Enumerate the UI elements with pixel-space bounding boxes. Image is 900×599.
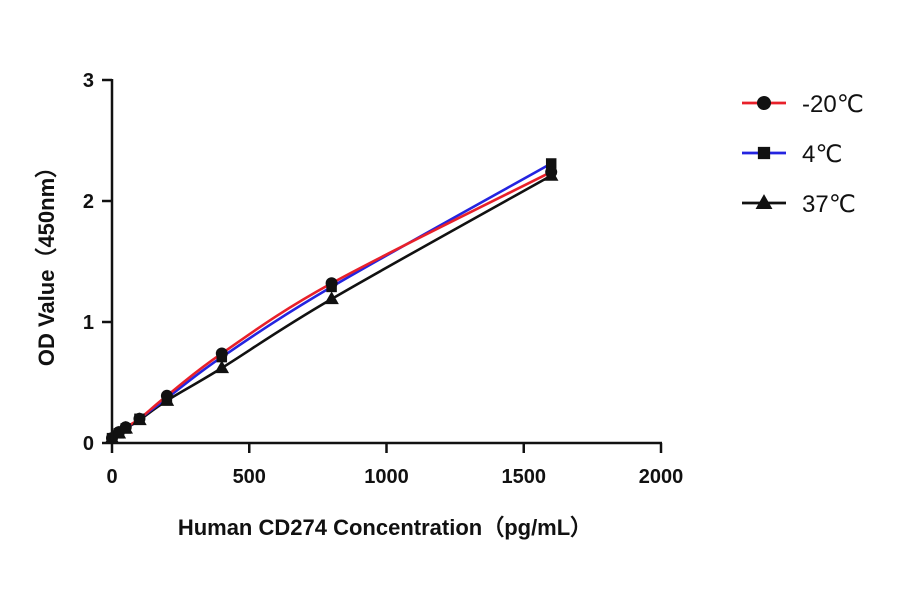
y-tick-label: 1 (83, 312, 94, 334)
data-point-1 (545, 158, 557, 169)
y-tick-label: 2 (83, 191, 94, 213)
plot-area: 0 500 1000 1500 2000 0 1 2 3 (83, 70, 683, 488)
data-point-0 (545, 165, 558, 178)
y-tick-label: 3 (83, 70, 94, 92)
x-tick-label: 1500 (502, 466, 547, 488)
data-point-0 (133, 412, 146, 425)
x-tick-label: 0 (106, 466, 117, 488)
legend-item: -20℃ (742, 91, 864, 118)
x-tick-label: 500 (233, 466, 266, 488)
x-tick-label: 2000 (639, 466, 684, 488)
legend-marker (757, 146, 771, 160)
y-axis-title: OD Value（450nm） (34, 156, 59, 366)
legend: -20℃ 4℃ 37℃ (742, 91, 864, 218)
x-axis-ticks: 0 500 1000 1500 2000 (106, 443, 683, 488)
data-point-2 (324, 291, 339, 305)
y-axis-ticks: 0 1 2 3 (83, 70, 112, 455)
legend-item: 37℃ (742, 191, 856, 218)
legend-label: 37℃ (802, 191, 856, 218)
data-point-0 (325, 277, 338, 290)
legend-marker (757, 96, 771, 110)
data-point-0 (119, 421, 132, 434)
legend-label: 4℃ (802, 141, 842, 168)
x-axis-title: Human CD274 Concentration（pg/mL） (178, 515, 592, 540)
legend-marker (755, 194, 773, 210)
data-point-0 (215, 347, 228, 360)
x-tick-label: 1000 (364, 466, 409, 488)
legend-item: 4℃ (742, 141, 842, 168)
data-point-2 (214, 360, 230, 374)
y-tick-label: 0 (83, 433, 94, 455)
data-point-0 (160, 389, 173, 402)
legend-label: -20℃ (802, 91, 864, 118)
series-line-2 (111, 174, 552, 440)
